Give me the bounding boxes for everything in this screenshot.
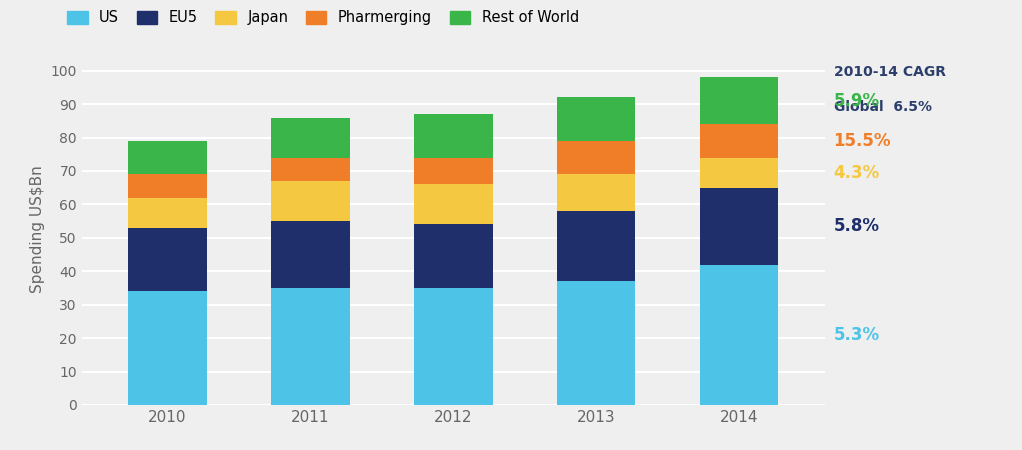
- Bar: [700, 124, 778, 158]
- Text: 5.9%: 5.9%: [834, 92, 880, 110]
- Bar: [414, 225, 493, 288]
- Bar: [128, 228, 206, 291]
- Text: 2010-14 CAGR: 2010-14 CAGR: [834, 64, 945, 79]
- Text: 5.8%: 5.8%: [834, 217, 880, 235]
- Bar: [557, 141, 636, 174]
- Bar: [128, 291, 206, 405]
- Bar: [414, 184, 493, 225]
- Text: 5.3%: 5.3%: [834, 326, 880, 344]
- Bar: [271, 117, 350, 158]
- Bar: [414, 288, 493, 405]
- Text: 4.3%: 4.3%: [834, 164, 880, 182]
- Y-axis label: Spending US$Bn: Spending US$Bn: [30, 166, 45, 293]
- Bar: [271, 288, 350, 405]
- Bar: [700, 265, 778, 405]
- Bar: [128, 174, 206, 198]
- Text: Global  6.5%: Global 6.5%: [834, 99, 931, 114]
- Bar: [700, 77, 778, 124]
- Bar: [271, 181, 350, 221]
- Bar: [700, 158, 778, 188]
- Legend: US, EU5, Japan, Pharmerging, Rest of World: US, EU5, Japan, Pharmerging, Rest of Wor…: [61, 4, 585, 31]
- Bar: [128, 141, 206, 174]
- Bar: [271, 221, 350, 288]
- Bar: [414, 158, 493, 184]
- Bar: [414, 114, 493, 158]
- Bar: [557, 281, 636, 405]
- Text: 15.5%: 15.5%: [834, 132, 891, 150]
- Bar: [700, 188, 778, 265]
- Bar: [557, 211, 636, 281]
- Bar: [557, 174, 636, 211]
- Bar: [271, 158, 350, 181]
- Bar: [128, 198, 206, 228]
- Bar: [557, 98, 636, 141]
